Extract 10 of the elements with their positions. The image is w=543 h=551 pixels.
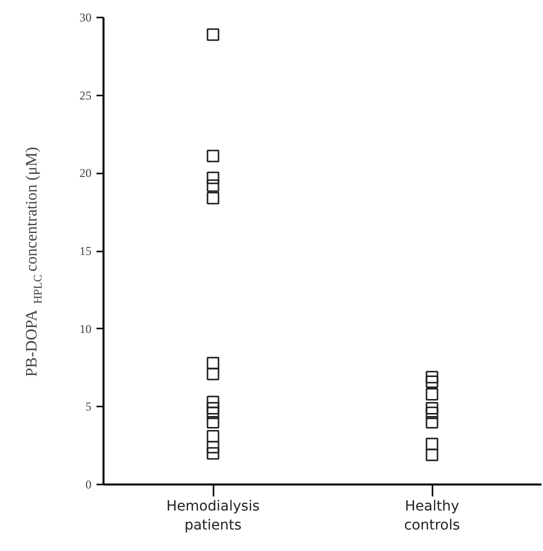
x-tick-label: Hemodialysis patients xyxy=(166,498,260,534)
x-tick-label: Healthy controls xyxy=(404,498,460,534)
y-axis-title: PB-DOPAHPLC concentration (μM) xyxy=(24,146,44,377)
y-tick-label: 0 xyxy=(86,478,92,492)
y-tick-label: 30 xyxy=(80,10,92,24)
y-tick-label: 25 xyxy=(80,88,92,102)
y-tick-label: 10 xyxy=(80,322,92,336)
y-tick-label: 20 xyxy=(80,166,92,180)
y-tick-label: 15 xyxy=(80,244,92,258)
y-tick-label: 5 xyxy=(86,400,92,414)
